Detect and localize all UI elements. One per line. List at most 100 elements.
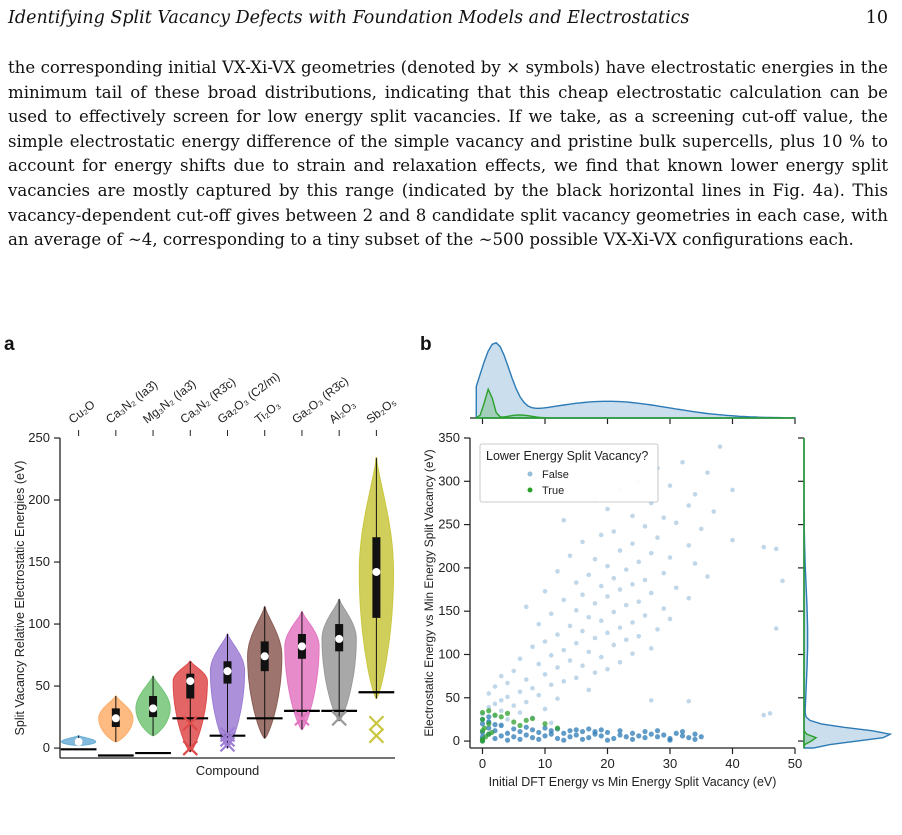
- scatter-point-false: [580, 592, 585, 598]
- running-title: Identifying Split Vacancy Defects with F…: [8, 8, 690, 28]
- scatter-point-false: [642, 728, 648, 735]
- page-number: 10: [865, 8, 888, 28]
- scatter-point-false: [505, 694, 510, 700]
- violin-median-dot: [297, 642, 306, 651]
- scatter-point-false: [611, 642, 617, 648]
- scatter-point-false: [661, 570, 667, 576]
- scatter-point-false: [667, 737, 673, 743]
- scatter-point-true: [554, 725, 561, 731]
- scatter-point-false: [667, 555, 673, 560]
- scatter-point-false: [679, 728, 686, 735]
- scatter-point-false: [523, 732, 529, 738]
- scatter-point-false: [542, 672, 548, 677]
- scatter-point-false: [611, 575, 617, 581]
- scatter-point-false: [604, 737, 611, 743]
- scatter-point-true: [517, 722, 523, 729]
- scatter-point-false: [617, 659, 623, 665]
- scatter-point-false: [523, 677, 529, 682]
- scatter-point-true: [498, 714, 504, 720]
- y-tick-label: 250: [438, 517, 460, 532]
- scatter-point-false: [611, 735, 617, 742]
- y-tick-label: 300: [438, 473, 460, 488]
- violin-median-dot: [111, 714, 120, 723]
- y-axis-label: Electrostatic Energy vs Min Energy Split…: [422, 449, 436, 736]
- scatter-point-false: [486, 725, 492, 731]
- scatter-point-false: [642, 577, 648, 583]
- scatter-point-false: [479, 721, 486, 727]
- scatter-point-false: [579, 728, 586, 735]
- scatter-point-false: [648, 698, 654, 703]
- scatter-point-false: [611, 529, 617, 534]
- scatter-point-false: [542, 725, 548, 731]
- scatter-point-false: [573, 732, 579, 738]
- scatter-point-false: [492, 735, 498, 742]
- scatter-point-false: [686, 543, 692, 548]
- scatter-point-false: [605, 563, 610, 569]
- scatter-point-false: [505, 680, 510, 686]
- right-marginal-density-false: [803, 438, 893, 749]
- scatter-point-false: [511, 703, 517, 708]
- right-marginal-density-true: [803, 438, 818, 749]
- scatter-point-false: [636, 599, 642, 604]
- scatter-point-true: [479, 709, 486, 716]
- scatter-point-false: [686, 595, 692, 601]
- scatter-point-false: [623, 567, 629, 572]
- scatter-point-false: [667, 483, 673, 488]
- category-label: Cu₂O: [66, 397, 98, 426]
- scatter-point-false: [592, 728, 598, 735]
- body-paragraph-block: the corresponding initial VX-Xi-VX geome…: [8, 56, 888, 253]
- scatter-point-false: [673, 520, 679, 526]
- scatter-point-false: [598, 733, 604, 739]
- scatter-point-false: [542, 588, 548, 594]
- y-tick-label: 0: [43, 740, 50, 755]
- scatter-point-false: [605, 506, 610, 512]
- scatter-point-false: [617, 548, 623, 553]
- scatter-point-false: [611, 609, 617, 615]
- scatter-point-false: [536, 692, 542, 698]
- scatter-point-false: [623, 602, 629, 608]
- scatter-point-false: [567, 658, 573, 663]
- scatter-point-false: [605, 666, 610, 672]
- scatter-point-false: [730, 487, 735, 493]
- scatter-point-false: [617, 732, 623, 738]
- scatter-point-false: [530, 644, 535, 649]
- page-header: Identifying Split Vacancy Defects with F…: [8, 8, 888, 34]
- scatter-point-false: [598, 654, 604, 660]
- split-vacancy-marker: [219, 731, 236, 748]
- scatter-point-false: [661, 732, 667, 738]
- scatter-point-false: [592, 601, 598, 606]
- scatter-point-false: [586, 649, 592, 655]
- scatter-point-false: [561, 737, 567, 743]
- scatter-point-false: [692, 561, 698, 566]
- scatter-point-false: [517, 736, 523, 742]
- scatter-point-false: [567, 728, 573, 734]
- scatter-point-false: [661, 606, 667, 611]
- scatter-point-false: [573, 727, 579, 733]
- scatter-point-false: [761, 712, 767, 718]
- scatter-point-false: [504, 737, 511, 743]
- violin-iqr-box: [372, 537, 381, 618]
- scatter-point-true: [479, 716, 486, 723]
- scatter-point-false: [555, 569, 560, 574]
- scatter-point-false: [523, 724, 529, 730]
- scatter-point-false: [580, 628, 585, 634]
- legend-marker-true: [527, 487, 533, 493]
- y-axis-label: Split Vacancy Relative Electrostatic Ene…: [13, 461, 27, 736]
- scatter-point-false: [498, 673, 504, 679]
- scatter-point-false: [536, 621, 542, 627]
- scatter-point-false: [529, 735, 536, 741]
- legend-title: Lower Energy Split Vacancy?: [486, 449, 648, 463]
- scatter-point-false: [648, 646, 654, 651]
- scatter-point-false: [486, 714, 492, 720]
- scatter-point-false: [586, 726, 592, 732]
- scatter-point-false: [573, 608, 579, 613]
- panel-a-violin-chart: a 0 50 100 150 200 250 Split Vacancy Relative E…: [4, 334, 399, 778]
- y-tick-label: 50: [446, 690, 460, 705]
- scatter-point-false: [573, 675, 579, 681]
- scatter-point-false: [598, 532, 604, 538]
- scatter-point-false: [498, 733, 504, 739]
- scatter-point-false: [598, 583, 604, 589]
- scatter-point-false: [555, 696, 560, 701]
- scatter-point-false: [761, 544, 767, 550]
- scatter-point-true: [489, 729, 495, 736]
